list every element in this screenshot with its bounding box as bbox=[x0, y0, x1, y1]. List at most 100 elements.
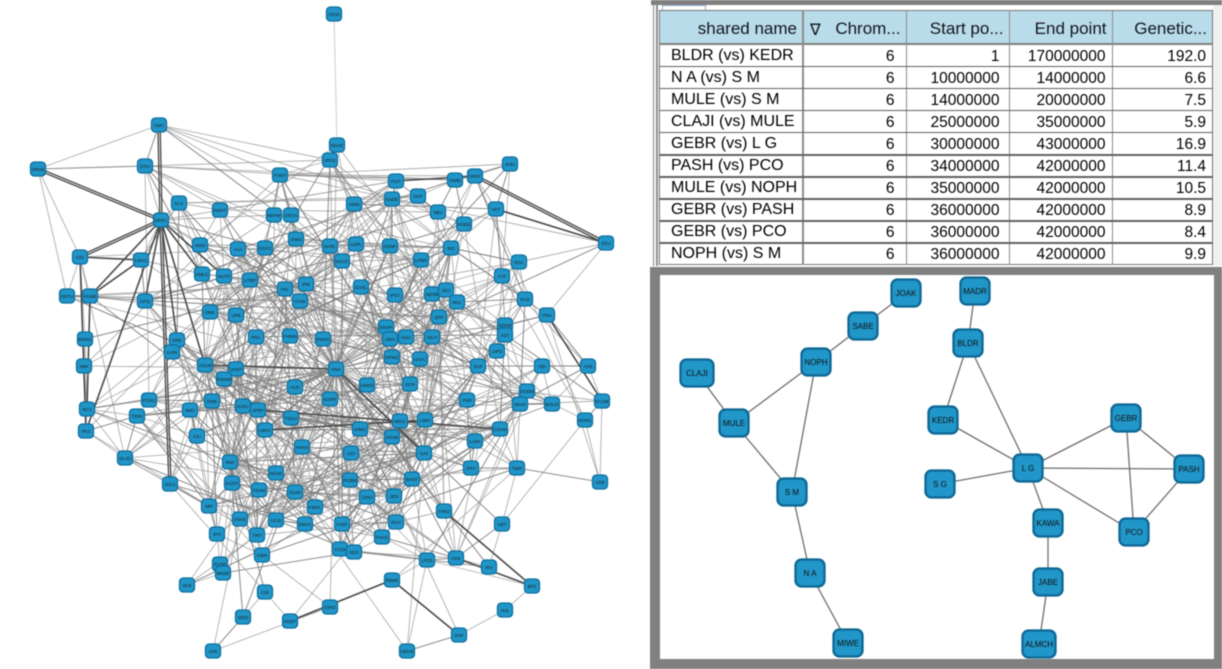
svg-text:UPB: UPB bbox=[231, 313, 240, 318]
svg-text:FHAG: FHAG bbox=[376, 535, 389, 540]
svg-text:FHNJ: FHNJ bbox=[438, 509, 449, 514]
svg-text:MADR: MADR bbox=[963, 287, 987, 296]
svg-text:ALMCH: ALMCH bbox=[1025, 640, 1053, 649]
svg-text:GUW: GUW bbox=[290, 490, 302, 495]
svg-text:NDHW: NDHW bbox=[267, 213, 282, 218]
svg-text:NDAE: NDAE bbox=[331, 143, 343, 148]
svg-text:GEJ: GEJ bbox=[442, 288, 451, 293]
svg-text:JHMU: JHMU bbox=[354, 427, 366, 432]
svg-text:MOUG: MOUG bbox=[545, 402, 559, 407]
svg-text:FHWN: FHWN bbox=[283, 334, 296, 339]
svg-text:SABE: SABE bbox=[852, 322, 873, 331]
svg-text:UBCM: UBCM bbox=[401, 649, 414, 654]
svg-text:RBME: RBME bbox=[386, 578, 399, 583]
svg-text:BLDR: BLDR bbox=[957, 339, 979, 348]
svg-text:RCH: RCH bbox=[391, 520, 401, 525]
svg-text:IRA: IRA bbox=[485, 565, 492, 570]
svg-text:OSKE: OSKE bbox=[234, 517, 246, 522]
svg-text:LMAU: LMAU bbox=[135, 258, 147, 263]
svg-text:GEBR: GEBR bbox=[1115, 414, 1138, 423]
svg-text:FDJW: FDJW bbox=[253, 488, 266, 493]
svg-text:IMIO: IMIO bbox=[185, 408, 195, 413]
svg-text:EWB: EWB bbox=[207, 399, 217, 404]
svg-text:MGG: MGG bbox=[395, 419, 406, 424]
svg-text:PASH: PASH bbox=[1178, 465, 1199, 474]
svg-text:USB: USB bbox=[595, 480, 604, 485]
svg-text:NCS: NCS bbox=[82, 407, 91, 412]
svg-text:FHKP: FHKP bbox=[274, 173, 286, 178]
svg-text:UHEP: UHEP bbox=[230, 367, 242, 372]
svg-text:KGOT: KGOT bbox=[226, 481, 239, 486]
svg-text:LHIN: LHIN bbox=[167, 350, 177, 355]
svg-text:JEN: JEN bbox=[390, 494, 398, 499]
svg-text:NDSB: NDSB bbox=[426, 292, 438, 297]
svg-text:LMIH: LMIH bbox=[420, 418, 431, 423]
svg-text:GPP: GPP bbox=[434, 315, 443, 320]
svg-text:AJO: AJO bbox=[347, 451, 356, 456]
svg-text:FOIT: FOIT bbox=[391, 179, 401, 184]
svg-text:IOHO: IOHO bbox=[324, 605, 336, 610]
svg-text:DPEC: DPEC bbox=[155, 218, 167, 223]
svg-text:NCCC: NCCC bbox=[336, 259, 349, 264]
svg-text:TWR: TWR bbox=[512, 466, 522, 471]
svg-text:AST: AST bbox=[501, 333, 510, 338]
svg-text:UWCI: UWCI bbox=[259, 428, 271, 433]
svg-text:DRSB: DRSB bbox=[32, 167, 44, 172]
svg-text:INS: INS bbox=[447, 246, 454, 251]
svg-text:N A: N A bbox=[804, 569, 818, 578]
svg-text:SIED: SIED bbox=[238, 615, 248, 620]
svg-text:HJN: HJN bbox=[584, 364, 593, 369]
svg-text:TEPK: TEPK bbox=[131, 414, 143, 419]
svg-text:DNTU: DNTU bbox=[61, 294, 73, 299]
svg-text:NONC: NONC bbox=[579, 418, 592, 423]
svg-text:RGBM: RGBM bbox=[343, 478, 357, 483]
svg-text:CPIS: CPIS bbox=[140, 299, 150, 304]
svg-text:L G: L G bbox=[1022, 464, 1035, 473]
svg-text:SWBI: SWBI bbox=[449, 178, 460, 183]
svg-text:S G: S G bbox=[933, 480, 947, 489]
svg-text:GMC: GMC bbox=[154, 123, 164, 128]
svg-text:PKS: PKS bbox=[82, 429, 91, 434]
svg-text:PUDP: PUDP bbox=[214, 562, 226, 567]
svg-text:PNR: PNR bbox=[462, 398, 471, 403]
svg-text:LPMR: LPMR bbox=[415, 258, 427, 263]
svg-text:ECUM: ECUM bbox=[596, 399, 609, 404]
svg-text:DGFC: DGFC bbox=[259, 246, 271, 251]
svg-text:PCO: PCO bbox=[1125, 528, 1142, 537]
svg-text:FJSP: FJSP bbox=[337, 522, 348, 527]
svg-text:PKL: PKL bbox=[281, 287, 290, 292]
svg-text:BHCF: BHCF bbox=[406, 477, 418, 482]
svg-text:ADK: ADK bbox=[208, 649, 217, 654]
svg-text:NGUE: NGUE bbox=[270, 471, 283, 476]
svg-text:DHF: DHF bbox=[454, 633, 463, 638]
svg-text:HKKH: HKKH bbox=[296, 445, 308, 450]
svg-text:UIPD: UIPD bbox=[492, 349, 503, 354]
svg-text:JPRP: JPRP bbox=[252, 408, 263, 413]
svg-text:OOEM: OOEM bbox=[520, 389, 534, 394]
svg-text:HNH: HNH bbox=[331, 367, 341, 372]
svg-text:WWSC: WWSC bbox=[78, 337, 92, 342]
svg-text:ERE: ERE bbox=[172, 338, 181, 343]
svg-text:DTAI: DTAI bbox=[140, 164, 150, 169]
svg-text:EEU: EEU bbox=[601, 241, 610, 246]
svg-text:JABE: JABE bbox=[1038, 578, 1058, 587]
svg-text:EKHP: EKHP bbox=[380, 325, 392, 330]
svg-text:CRIO: CRIO bbox=[362, 495, 374, 500]
svg-text:MPI: MPI bbox=[205, 504, 213, 509]
svg-text:NARL: NARL bbox=[324, 244, 336, 249]
svg-text:CCDI: CCDI bbox=[335, 547, 346, 552]
svg-text:IJNH: IJNH bbox=[385, 337, 395, 342]
svg-text:MASI: MASI bbox=[515, 402, 526, 407]
svg-text:JFBJ: JFBJ bbox=[505, 162, 515, 167]
svg-text:DCN: DCN bbox=[405, 382, 415, 387]
svg-text:IPM: IPM bbox=[302, 282, 310, 287]
svg-text:PMSS: PMSS bbox=[317, 337, 330, 342]
svg-text:SWD: SWD bbox=[195, 243, 205, 248]
svg-text:ILHI: ILHI bbox=[420, 451, 428, 456]
svg-text:S M: S M bbox=[785, 488, 800, 497]
svg-text:RNWW: RNWW bbox=[217, 377, 232, 382]
svg-text:KJSU: KJSU bbox=[237, 404, 248, 409]
svg-text:ATHW: ATHW bbox=[386, 435, 399, 440]
svg-text:TSUU: TSUU bbox=[285, 416, 297, 421]
svg-text:NUTP: NUTP bbox=[218, 274, 230, 279]
